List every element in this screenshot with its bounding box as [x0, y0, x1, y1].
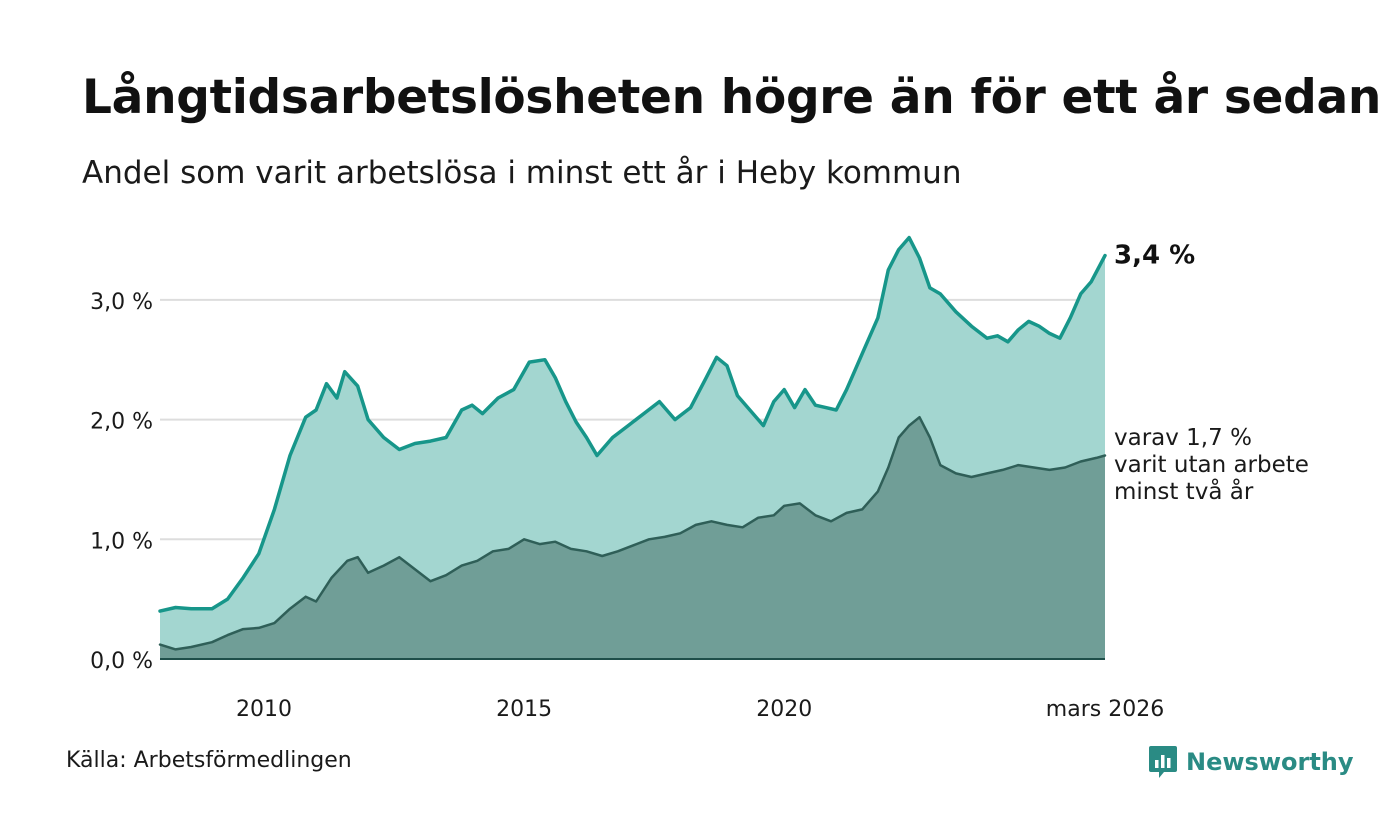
y-tick-label: 1,0 %: [90, 529, 153, 554]
brand-name: Newsworthy: [1186, 748, 1354, 776]
series-area-twoyear: [160, 417, 1105, 659]
chart-lines: [158, 235, 1107, 651]
series-line-total: [158, 235, 1107, 613]
bar-chart-logo-icon: [1149, 746, 1177, 778]
end-label-total: 3,4 %: [1114, 241, 1195, 271]
x-tick-label: 2020: [756, 697, 812, 722]
y-tick-label: 0,0 %: [90, 649, 153, 674]
x-tick-label: 2010: [236, 697, 292, 722]
source-note: Källa: Arbetsförmedlingen: [66, 748, 352, 773]
x-tick-label: 2015: [496, 697, 552, 722]
chart-subtitle: Andel som varit arbetslösa i minst ett å…: [82, 155, 962, 191]
series-line-twoyear: [158, 415, 1107, 651]
brand-logo[interactable]: Newsworthy: [1148, 744, 1354, 780]
end-label-twoyear-line: varav 1,7 %: [1114, 425, 1252, 451]
end-label-twoyear-line: varit utan arbete: [1114, 452, 1309, 478]
chart-axes: 0,0 % 1,0 % 2,0 % 3,0 % 2010 2015 2020 mars 202…: [90, 290, 1164, 722]
end-label-twoyear-line: minst två år: [1114, 477, 1254, 505]
y-tick-label: 3,0 %: [90, 290, 153, 315]
x-tick-label: mars 2026: [1046, 697, 1164, 722]
y-tick-label: 2,0 %: [90, 410, 153, 435]
chart-title: Långtidsarbetslösheten högre än för ett …: [82, 70, 1382, 125]
